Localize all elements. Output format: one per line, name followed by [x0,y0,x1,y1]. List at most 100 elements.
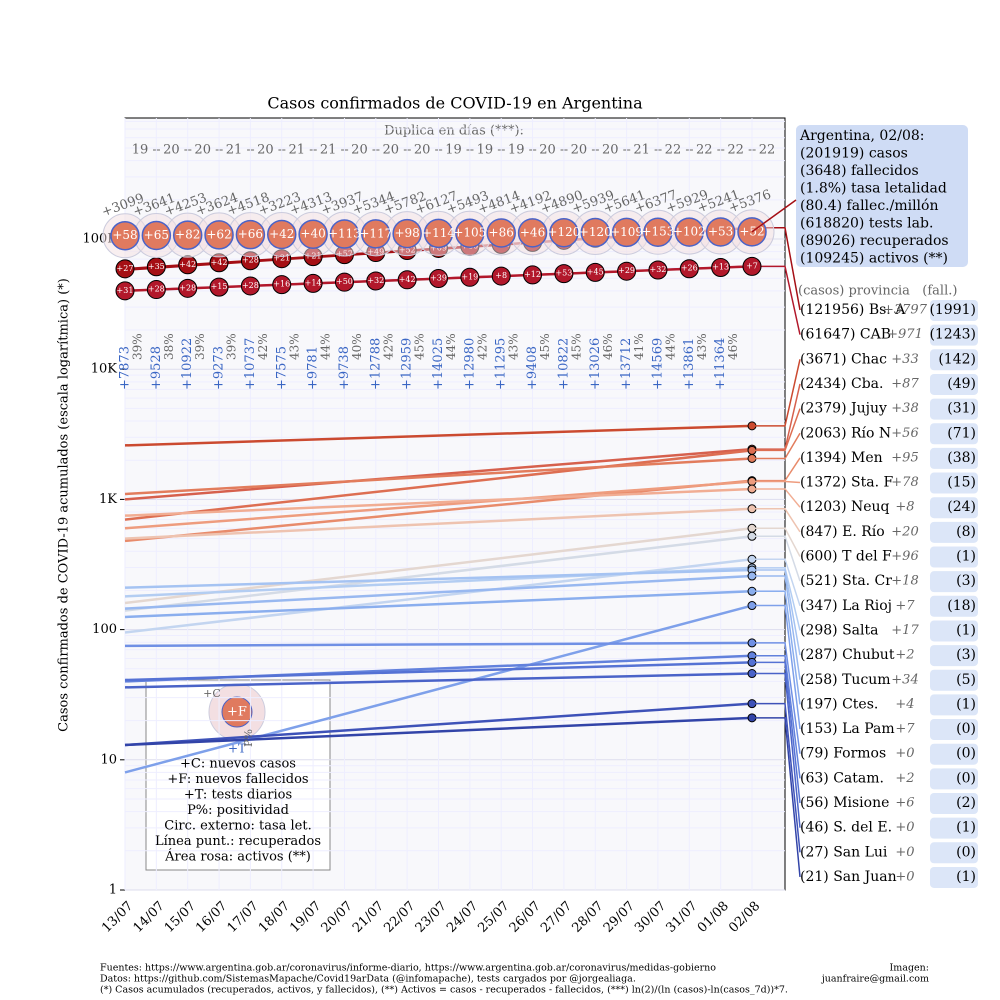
province-new-cases: +34 [891,672,918,687]
legend-line: +F: nuevos fallecidos [167,772,308,787]
tests: +10922 [180,338,195,390]
positivity: 45% [413,333,427,360]
series-point [491,266,511,286]
doubling: 21 [633,143,650,158]
x-tick-label: 01/08 [695,899,732,936]
doubling: 20 [539,143,556,158]
info-line: (618820) tests lab. [800,216,933,232]
positivity: 45% [538,333,552,360]
province-new-cases: +3797 [883,303,928,318]
province-deaths: (1991) [929,302,976,318]
national-point [580,217,610,248]
new-deaths: +40 [300,227,325,241]
series-point [429,269,448,289]
province-line [124,535,753,612]
x-tick-label: 31/07 [664,899,701,936]
new-deaths: +109 [610,225,643,239]
legend-line: P%: positividad [187,803,289,818]
province-deaths: (142) [938,351,976,367]
x-tick-label: 26/07 [507,899,544,936]
tests: +10822 [556,338,571,390]
x-tick-label: 28/07 [569,899,606,936]
x-tick-label: 29/07 [601,899,638,936]
deaths-label: +12 [524,270,541,279]
province-label: (153) La Pam [800,721,895,737]
province-label: (21) San Juan [800,869,897,885]
deaths-label: +7 [746,261,758,270]
positivity: 39% [193,333,207,360]
province-label: (46) S. del E. [800,820,892,836]
province-new-cases: +56 [891,426,918,441]
deaths-box [930,768,978,790]
info-connector [751,199,797,233]
province-deaths: (1) [956,696,976,712]
new-deaths: +117 [359,226,392,240]
province-deaths: (71) [947,425,976,441]
positivity: 46% [726,333,740,360]
province-connector [752,661,801,804]
national-point [267,219,297,250]
legend-circle [221,696,253,728]
province-label: (2434) Cba. [800,376,883,392]
info-line: Argentina, 02/08: [799,128,925,144]
y-axis-label: Casos confirmados de COVID-19 acumulados… [57,278,72,732]
positivity: 43% [695,333,709,360]
deaths-box [930,447,978,469]
deaths-box [930,793,978,814]
national-point [423,218,454,249]
positivity: 39% [225,333,239,360]
province-label: (2063) Río N [800,425,891,441]
x-tick-label: 24/07 [444,899,481,936]
deaths-box [930,645,978,667]
province-line [124,716,753,747]
doubling: 19 [445,143,462,158]
deaths-label: +27 [117,264,134,273]
x-tick-label: 17/07 [225,899,262,936]
tests: +14025 [431,338,446,390]
positivity: 40% [350,333,364,360]
x-tick-label: 14/07 [131,899,168,936]
new-deaths: +65 [144,228,169,242]
province-line [124,479,753,543]
province-new-cases: +38 [891,401,918,416]
province-line [124,641,753,648]
province-deaths: (31) [947,401,976,417]
province-label: (600) T del F [800,549,892,565]
series-point [711,258,731,278]
province-new-cases: +17 [891,623,919,638]
province-deaths: (0) [956,721,976,737]
national-point [235,219,266,250]
national-point [517,218,548,248]
positivity: 38% [162,333,176,360]
province-new-cases: +18 [891,574,918,589]
national-point [110,220,140,251]
info-line: (109245) activos (**) [800,251,948,267]
tests: +12959 [400,338,415,390]
national-point [392,218,422,249]
x-tick-label: 27/07 [538,899,575,936]
positivity: 44% [444,333,458,360]
new-deaths: +53 [708,224,733,238]
province-new-cases: +96 [891,549,918,564]
province-label: (521) Sta. Cr [800,573,892,589]
positivity: 42% [381,333,395,360]
legend-symbol: +F [227,705,247,720]
province-deaths: (3) [956,573,976,589]
positivity: 42% [256,333,270,360]
series-point [742,256,762,276]
x-tick-label: 13/07 [99,899,136,936]
legend-line: Línea punt.: recuperados [155,834,321,849]
deaths-label: +15 [211,282,228,291]
new-deaths: +114 [422,226,455,240]
province-deaths: (1) [956,622,976,638]
deaths-label: +42 [399,275,416,284]
province-connector [752,642,801,754]
legend-symbol: +T [228,742,246,756]
new-deaths: +105 [453,226,486,240]
doubling: 21 [288,143,305,158]
tests: +13026 [588,338,603,390]
province-line [124,574,753,610]
x-tick-label: 30/07 [632,899,669,936]
tests: +12980 [462,338,477,390]
chart-title: Casos confirmados de COVID-19 en Argenti… [267,94,643,113]
